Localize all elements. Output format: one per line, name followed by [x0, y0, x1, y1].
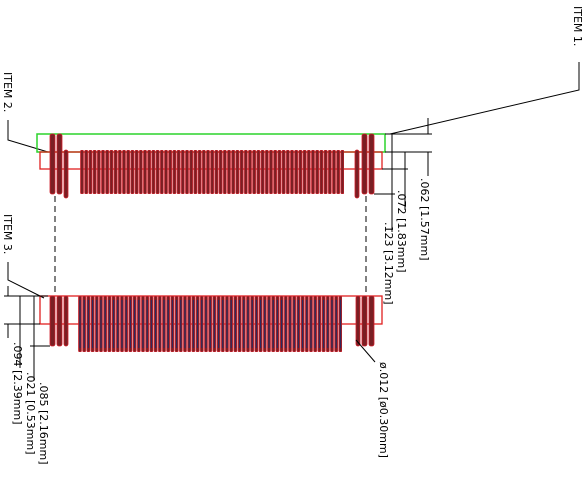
alignment-lines — [54, 196, 367, 296]
bottom-end-pins — [49, 295, 375, 347]
bottom-dimension-lines — [4, 286, 50, 380]
bottom-pin-row — [78, 296, 342, 352]
top-end-pins — [49, 133, 375, 199]
dim-062: .062 [1.57mm] — [418, 178, 431, 261]
item1-label: ITEM 1. — [571, 6, 584, 46]
item2-label: ITEM 2. — [1, 72, 14, 112]
item1-leader — [389, 62, 580, 135]
item2-leader — [7, 120, 49, 153]
item3-label: ITEM 3. — [1, 214, 14, 254]
dim-072: .072 [1.83mm] — [395, 190, 408, 273]
dim-123: .123 [3.12mm] — [382, 222, 395, 305]
top-dimension-lines — [374, 118, 432, 232]
dim-021: .021 [0.53mm] — [24, 372, 37, 455]
item3-callout: ITEM 3. — [1, 214, 45, 299]
dim-012: ø.012 [ø0.30mm] — [377, 362, 390, 458]
top-pin-row — [80, 150, 344, 194]
dim-094: .094 [2.39mm] — [11, 342, 24, 425]
item3-leader — [7, 262, 45, 299]
board-outline — [36, 133, 386, 153]
item1-callout: ITEM 1. — [389, 6, 584, 135]
pin-diameter-leader — [355, 339, 376, 363]
dim-085: .085 [2.16mm] — [37, 382, 50, 465]
item2-callout: ITEM 2. — [1, 72, 49, 153]
